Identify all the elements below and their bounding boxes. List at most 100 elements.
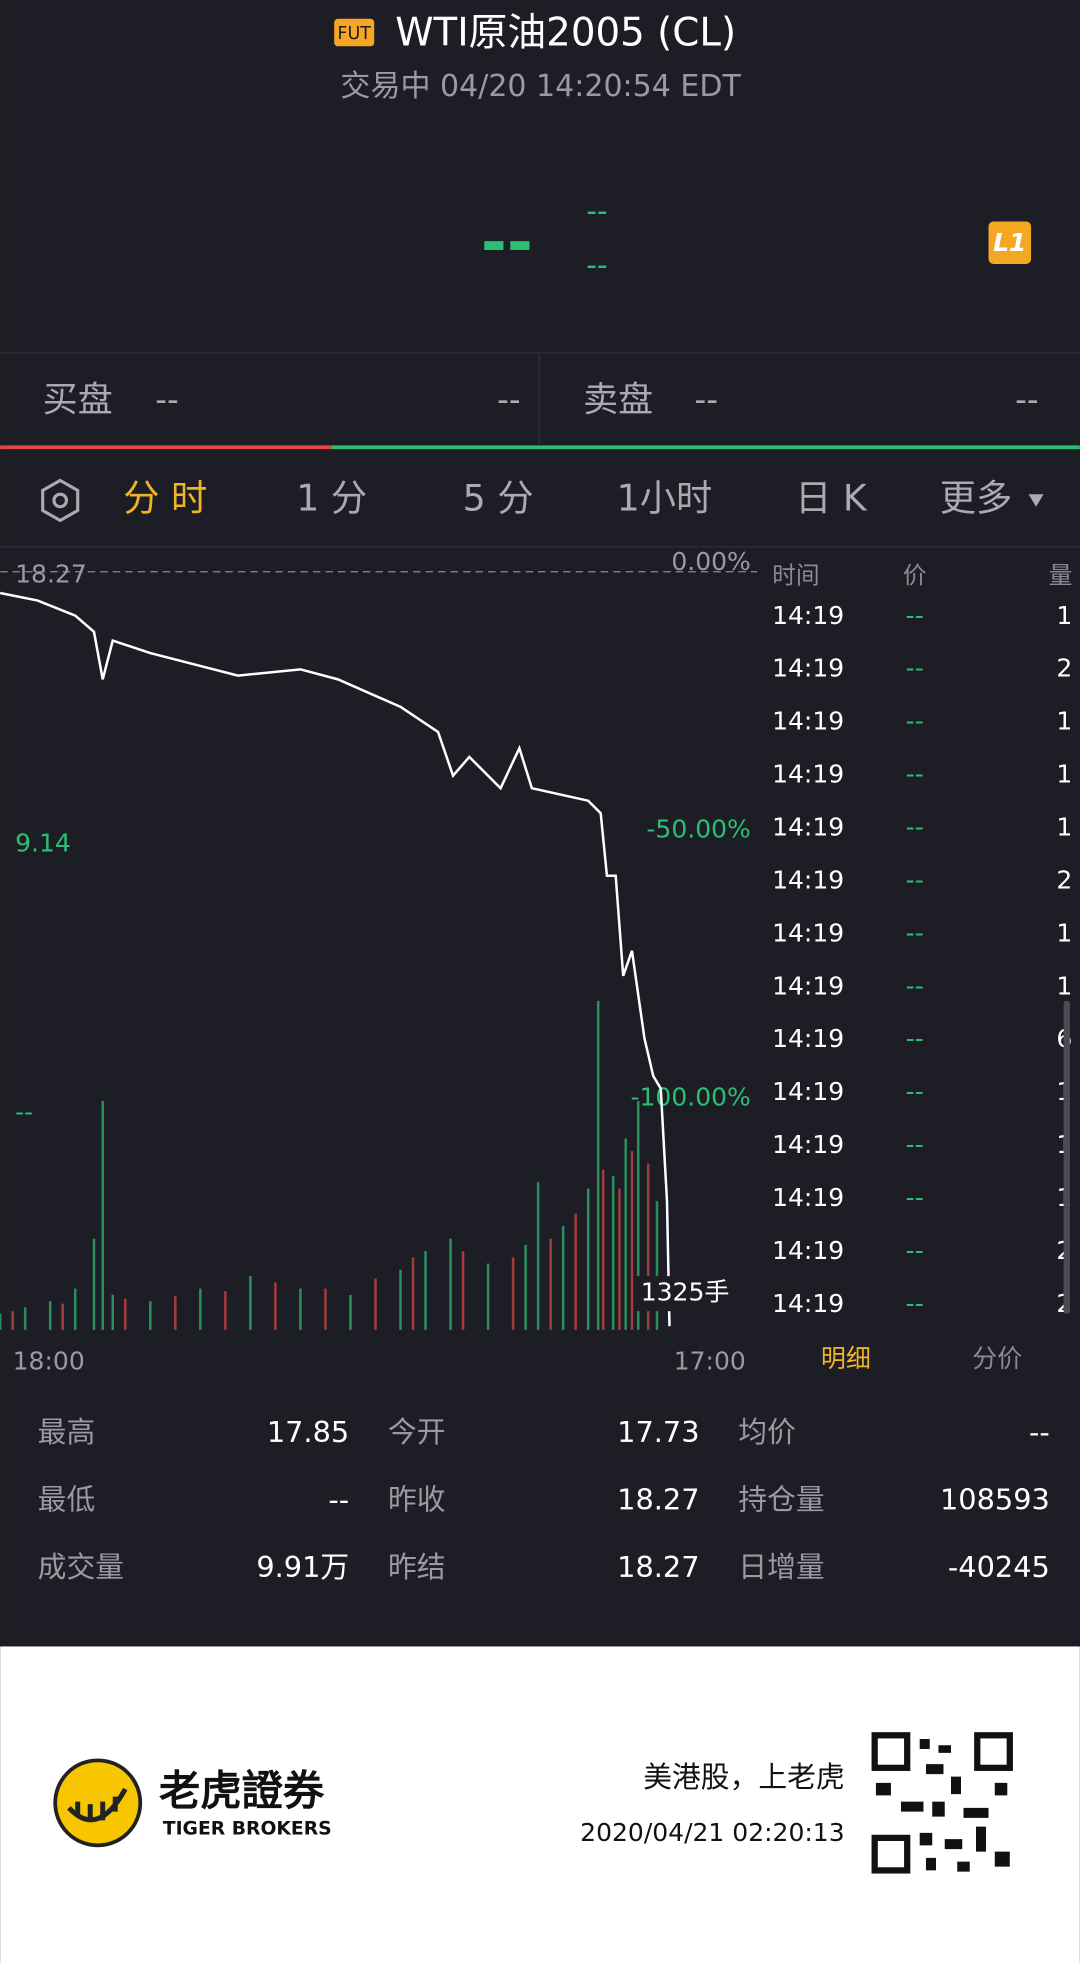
stat-label: 今开 bbox=[388, 1415, 446, 1449]
ask-bar bbox=[331, 445, 1080, 450]
stat-value: 18.27 bbox=[617, 1550, 699, 1584]
trade-cell: 14:19 bbox=[772, 918, 844, 947]
status: 交易中 04/20 14:20:54 EDT bbox=[340, 69, 741, 104]
mid-label: 9.14 bbox=[15, 829, 71, 858]
low-label: -- bbox=[15, 1097, 33, 1126]
trade-cell: -- bbox=[906, 760, 924, 789]
trade-cell: 14:19 bbox=[772, 601, 844, 630]
bid-size: -- bbox=[497, 381, 520, 419]
trade-cell: -- bbox=[906, 1236, 924, 1265]
settings-icon[interactable] bbox=[41, 478, 80, 523]
trade-cell: 14:19 bbox=[772, 865, 844, 894]
bid-price: -- bbox=[155, 381, 178, 419]
price: -- bbox=[481, 206, 533, 279]
ask-price: -- bbox=[695, 381, 718, 419]
stat-label: 均价 bbox=[738, 1415, 796, 1449]
change-pct: -- bbox=[586, 248, 608, 283]
trade-cell: -- bbox=[906, 812, 924, 841]
trade-cell: -- bbox=[906, 601, 924, 630]
tab[interactable]: 1 分 bbox=[296, 476, 367, 519]
stat-value: 18.27 bbox=[617, 1482, 699, 1516]
trade-cell: -- bbox=[906, 971, 924, 1000]
trade-header: 时间 bbox=[772, 561, 820, 589]
scrollbar bbox=[1063, 1000, 1070, 1314]
trade-cell: -- bbox=[906, 918, 924, 947]
slogan: 美港股，上老虎 bbox=[643, 1760, 844, 1794]
trade-header: 价 bbox=[903, 561, 927, 589]
trade-cell: 14:19 bbox=[772, 1077, 844, 1106]
dropdown-arrow[interactable] bbox=[1028, 494, 1044, 507]
x-label: 18:00 bbox=[13, 1346, 85, 1375]
ask-size: -- bbox=[1015, 381, 1038, 419]
settings-icon-dot bbox=[52, 492, 69, 509]
volume-bars bbox=[0, 1000, 659, 1330]
volume-label-bg bbox=[635, 1276, 736, 1312]
trade-cell: 14:19 bbox=[772, 812, 844, 841]
pct-label: 0.00% bbox=[671, 547, 750, 576]
change: -- bbox=[586, 194, 608, 229]
trade-cell: -- bbox=[906, 707, 924, 736]
stat-value: 9.91万 bbox=[256, 1550, 349, 1584]
trade-cell: 2 bbox=[1056, 654, 1072, 683]
trade-cell: 1 bbox=[1056, 812, 1072, 841]
trade-cell: 14:19 bbox=[772, 971, 844, 1000]
trade-cell: -- bbox=[906, 865, 924, 894]
stat-label: 日增量 bbox=[738, 1550, 824, 1584]
trade-cell: 14:19 bbox=[772, 1024, 844, 1053]
trade-cell: 14:19 bbox=[772, 1130, 844, 1159]
trade-cell: -- bbox=[906, 1289, 924, 1318]
trade-cell: -- bbox=[906, 654, 924, 683]
stat-label: 最高 bbox=[38, 1415, 96, 1449]
tab[interactable]: 5 分 bbox=[463, 476, 534, 519]
stat-value: -40245 bbox=[948, 1550, 1050, 1584]
trade-cell: 14:19 bbox=[772, 760, 844, 789]
trade-tab[interactable]: 分价 bbox=[972, 1344, 1022, 1373]
trade-cell: 14:19 bbox=[772, 707, 844, 736]
stats: 最高 17.85 今开 17.73 均价 -- 最低 -- 昨收 18.27 持仓量 108593 成交… bbox=[38, 1415, 1050, 1584]
prev-close-label: 18.27 bbox=[15, 560, 87, 589]
stat-value: -- bbox=[328, 1482, 349, 1516]
tab[interactable]: 日 K bbox=[795, 476, 868, 519]
logo bbox=[53, 1758, 143, 1848]
stat-label: 最低 bbox=[38, 1482, 96, 1516]
stat-value: 17.73 bbox=[617, 1415, 699, 1449]
trade-tab[interactable]: 明细 bbox=[821, 1344, 871, 1373]
trade-cell: 1 bbox=[1056, 971, 1072, 1000]
stat-value: -- bbox=[1029, 1415, 1050, 1449]
title: WTI原油2005 (CL) bbox=[395, 11, 736, 56]
bid-label: 买盘 bbox=[43, 380, 113, 421]
trade-cell: 1 bbox=[1056, 760, 1072, 789]
brand-cn: 老虎證券 bbox=[159, 1767, 325, 1815]
background bbox=[0, 0, 1080, 1646]
trade-cell: -- bbox=[906, 1130, 924, 1159]
level-badge-bg[interactable] bbox=[988, 221, 1032, 264]
tab[interactable]: 更多 bbox=[940, 476, 1013, 519]
pct-label: -100.00% bbox=[630, 1082, 750, 1111]
trade-cell: 14:19 bbox=[772, 654, 844, 683]
badge-bg bbox=[334, 18, 375, 47]
stat-value: 108593 bbox=[940, 1482, 1050, 1516]
pct-label: -50.00% bbox=[646, 815, 750, 844]
trade-cell: 14:19 bbox=[772, 1289, 844, 1318]
volume-label: 1325手 bbox=[641, 1278, 730, 1307]
trade-cell: 14:19 bbox=[772, 1236, 844, 1265]
level-badge[interactable]: L1 bbox=[993, 228, 1026, 257]
stat-label: 昨结 bbox=[388, 1550, 446, 1584]
trade-cell: 2 bbox=[1056, 865, 1072, 894]
ask-label: 卖盘 bbox=[583, 380, 653, 421]
tab[interactable]: 分 时 bbox=[123, 476, 207, 519]
trade-cell: 14:19 bbox=[772, 1183, 844, 1212]
tab[interactable]: 1小时 bbox=[617, 476, 713, 519]
trade-cell: 1 bbox=[1056, 601, 1072, 630]
x-label: 17:00 bbox=[674, 1346, 746, 1375]
trade-cell: 1 bbox=[1056, 918, 1072, 947]
stat-label: 持仓量 bbox=[738, 1482, 824, 1516]
trade-header: 量 bbox=[1049, 561, 1073, 589]
timestamp: 2020/04/21 02:20:13 bbox=[580, 1818, 844, 1847]
trade-cell: -- bbox=[906, 1024, 924, 1053]
stat-label: 昨收 bbox=[388, 1482, 446, 1516]
price-line bbox=[0, 591, 671, 1327]
volume-bars bbox=[11, 1151, 650, 1330]
trade-cell: -- bbox=[906, 1077, 924, 1106]
